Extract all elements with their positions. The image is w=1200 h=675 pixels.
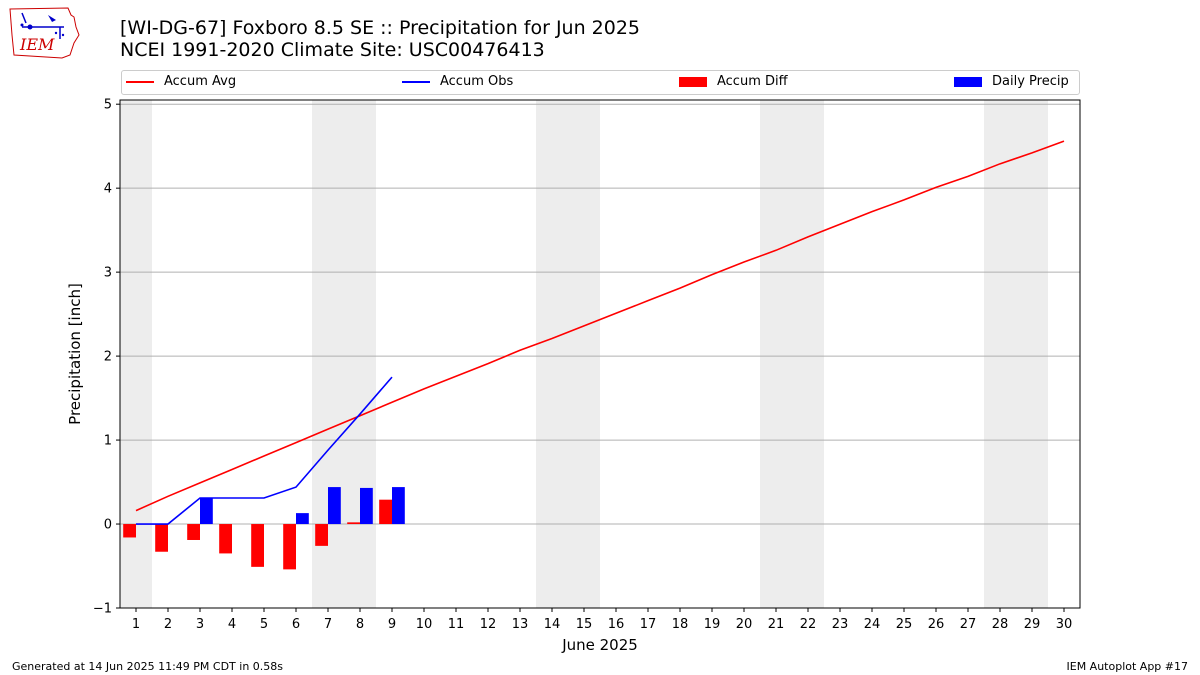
x-tick-label: 27 xyxy=(960,617,977,632)
x-tick-label: 6 xyxy=(292,617,300,632)
plot-frame xyxy=(119,99,1081,609)
x-axis-label: June 2025 xyxy=(561,636,638,654)
x-tick-label: 24 xyxy=(864,617,881,632)
x-tick-label: 2 xyxy=(164,617,172,632)
accum-diff-bar xyxy=(155,524,168,552)
legend-accum-avg: Accum Avg xyxy=(126,74,236,89)
legend-swatch-diff xyxy=(679,76,707,87)
legend-swatch-obs xyxy=(402,80,430,83)
accum-diff-bar xyxy=(123,524,136,538)
accum-diff-bar xyxy=(219,524,232,554)
daily-precip-bar xyxy=(328,487,341,525)
x-tick-label: 29 xyxy=(1024,617,1041,632)
x-tick-label: 23 xyxy=(832,617,849,632)
weekend-band xyxy=(984,100,1048,608)
x-tick-label: 8 xyxy=(356,617,364,632)
legend-accum-diff: Accum Diff xyxy=(679,74,788,89)
y-tick-label: 1 xyxy=(104,434,112,449)
x-tick-label: 15 xyxy=(576,617,593,632)
daily-precip-bar xyxy=(296,513,309,525)
daily-precip-bar xyxy=(360,487,373,525)
accum-avg-line xyxy=(135,140,1065,512)
y-axis-label: Precipitation [inch] xyxy=(66,283,84,425)
x-tick-label: 9 xyxy=(388,617,396,632)
legend-label-obs: Accum Obs xyxy=(440,74,514,89)
x-tick-label: 26 xyxy=(928,617,945,632)
accum-diff-bar xyxy=(187,524,200,540)
x-tick-label: 13 xyxy=(512,617,529,632)
x-tick-label: 11 xyxy=(448,617,465,632)
weekend-band xyxy=(760,100,824,608)
y-tick-label: 2 xyxy=(104,350,112,365)
footer-generated: Generated at 14 Jun 2025 11:49 PM CDT in… xyxy=(12,660,284,673)
x-tick-label: 7 xyxy=(324,617,332,632)
legend-swatch-daily xyxy=(954,76,982,87)
x-tick-label: 1 xyxy=(132,617,140,632)
x-tick-label: 21 xyxy=(768,617,785,632)
x-tick-label: 17 xyxy=(640,617,657,632)
footer-app: IEM Autoplot App #17 xyxy=(1066,660,1189,673)
accum-obs-line xyxy=(136,376,393,525)
x-tick-label: 30 xyxy=(1056,617,1073,632)
legend-accum-obs: Accum Obs xyxy=(402,74,513,89)
x-tick-label: 10 xyxy=(416,617,433,632)
x-tick-label: 28 xyxy=(992,617,1009,632)
y-tick-label: −1 xyxy=(93,602,112,617)
accum-diff-bar xyxy=(347,522,360,525)
x-tick-label: 22 xyxy=(800,617,817,632)
accum-diff-bar xyxy=(315,524,328,546)
daily-precip-bar xyxy=(392,487,405,525)
title-line-1: [WI-DG-67] Foxboro 8.5 SE :: Precipitati… xyxy=(120,17,641,39)
x-tick-label: 3 xyxy=(196,617,204,632)
accum-diff-bar xyxy=(379,499,392,525)
x-tick-label: 14 xyxy=(544,617,561,632)
x-tick-label: 19 xyxy=(704,617,721,632)
title-line-2: NCEI 1991-2020 Climate Site: USC00476413 xyxy=(120,39,545,61)
weekend-band xyxy=(536,100,600,608)
y-tick-label: 3 xyxy=(104,266,112,281)
iem-logo: IEM xyxy=(8,5,82,60)
x-tick-label: 16 xyxy=(608,617,625,632)
legend-label-avg: Accum Avg xyxy=(164,74,237,89)
legend-label-diff: Accum Diff xyxy=(717,74,788,89)
x-tick-label: 12 xyxy=(480,617,497,632)
daily-precip-bar xyxy=(200,498,213,525)
x-tick-label: 5 xyxy=(260,617,268,632)
legend-label-daily: Daily Precip xyxy=(992,74,1069,89)
y-tick-label: 4 xyxy=(104,182,112,197)
y-tick-label: 0 xyxy=(104,518,112,533)
y-tick-label: 5 xyxy=(104,98,112,113)
legend-swatch-avg xyxy=(126,80,154,83)
accum-diff-bar xyxy=(251,524,264,567)
chart-legend: Accum Avg Accum Obs Accum Diff Daily Pre… xyxy=(121,70,1080,95)
x-tick-label: 25 xyxy=(896,617,913,632)
accum-diff-bar xyxy=(283,524,296,570)
chart-title: [WI-DG-67] Foxboro 8.5 SE :: Precipitati… xyxy=(120,17,640,61)
legend-daily-precip: Daily Precip xyxy=(954,74,1069,89)
x-tick-label: 20 xyxy=(736,617,753,632)
logo-text: IEM xyxy=(19,35,55,54)
x-tick-label: 4 xyxy=(228,617,236,632)
x-tick-label: 18 xyxy=(672,617,689,632)
